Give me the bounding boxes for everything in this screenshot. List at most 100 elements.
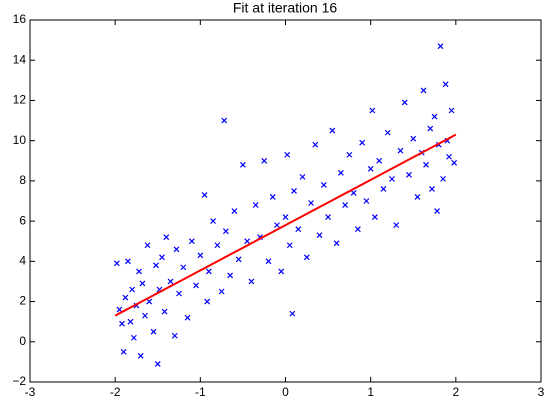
scatter-point: [122, 294, 129, 301]
scatter-point: [369, 107, 376, 114]
scatter-point: [129, 286, 136, 293]
scatter-point: [120, 348, 127, 355]
scatter-point: [363, 198, 370, 204]
scatter-point: [261, 157, 268, 164]
scatter-point: [139, 280, 146, 287]
scatter-point: [384, 129, 391, 136]
scatter-point: [274, 222, 280, 229]
scatter-point: [244, 238, 251, 245]
scatter-point: [420, 87, 427, 94]
scatter-point: [354, 226, 361, 233]
scatter-point: [150, 328, 157, 335]
scatter-point: [446, 153, 452, 160]
scatter-point: [159, 254, 165, 261]
scatter-point: [437, 43, 444, 50]
y-tick-label: 4: [19, 254, 26, 268]
scatter-point: [127, 318, 134, 325]
scatter-point: [180, 264, 187, 271]
scatter-point: [197, 252, 204, 259]
scatter-point: [167, 278, 174, 285]
scatter-point: [210, 218, 217, 225]
scatter-point: [269, 194, 276, 200]
x-tick-label: 0: [282, 385, 289, 399]
scatter-point: [231, 208, 238, 214]
scatter-point: [248, 278, 255, 285]
scatter-point: [291, 188, 297, 194]
scatter-point: [235, 256, 242, 263]
scatter-point: [376, 157, 383, 164]
scatter-point: [350, 190, 357, 196]
x-tick-label: 1: [367, 385, 374, 399]
scatter-point: [193, 282, 199, 289]
scatter-point: [119, 320, 125, 327]
scatter-point: [337, 169, 344, 176]
scatter-point: [427, 125, 434, 132]
scatter-point: [218, 288, 225, 295]
y-tick-label: 8: [19, 173, 26, 187]
scatter-point: [380, 186, 387, 192]
y-tick-label: 10: [13, 133, 27, 147]
scatter-point: [308, 200, 314, 206]
scatter-point: [451, 159, 458, 166]
y-tick-label: −2: [12, 374, 26, 388]
scatter-point: [252, 202, 259, 208]
scatter-point: [440, 175, 446, 182]
scatter-point: [442, 81, 449, 88]
scatter-point: [142, 312, 148, 319]
x-tick-label: 2: [452, 385, 459, 399]
scatter-point: [393, 222, 400, 229]
scatter-point: [434, 208, 441, 214]
y-tick-label: 16: [13, 12, 27, 26]
scatter-point: [265, 258, 272, 265]
scatter-point: [188, 238, 195, 245]
y-tick-label: 0: [19, 334, 26, 348]
scatter-point: [346, 151, 353, 158]
scatter-point: [227, 272, 234, 279]
scatter-point: [176, 290, 182, 297]
scatter-point: [359, 139, 366, 146]
scatter-point: [299, 173, 306, 180]
scatter-point: [130, 334, 137, 341]
scatter-point: [316, 232, 323, 239]
scatter-point: [184, 314, 191, 321]
scatter-point: [161, 308, 168, 315]
scatter-point: [303, 254, 310, 261]
scatter-point: [146, 298, 153, 305]
scatter-point: [154, 360, 161, 367]
scatter-point: [153, 262, 159, 269]
scatter-point: [204, 298, 211, 305]
x-tick-label: -3: [25, 385, 36, 399]
scatter-point: [201, 192, 208, 198]
scatter-point: [333, 240, 340, 247]
scatter-point: [342, 202, 349, 208]
x-tick-label: -2: [110, 385, 121, 399]
scatter-point: [389, 175, 395, 182]
scatter-point: [163, 234, 170, 241]
scatter-point: [171, 332, 178, 339]
scatter-point: [320, 181, 327, 188]
scatter-point: [431, 113, 438, 120]
scatter-point: [278, 268, 285, 275]
scatter-point: [113, 260, 120, 267]
y-tick-label: 2: [19, 294, 26, 308]
scatter-point: [295, 226, 302, 233]
scatter-point: [397, 147, 404, 154]
scatter-point: [401, 99, 408, 106]
scatter-point: [282, 214, 289, 221]
scatter-point: [137, 352, 144, 359]
x-tick-label: 3: [538, 385, 545, 399]
scatter-point: [221, 117, 228, 124]
chart-title: Fit at iteration 16: [233, 0, 337, 16]
scatter-point: [214, 242, 221, 249]
scatter-point: [289, 310, 296, 317]
scatter-point: [173, 246, 180, 253]
scatter-point: [414, 194, 421, 200]
y-tick-label: 14: [13, 52, 27, 66]
scatter-point: [222, 228, 229, 235]
scatter-point: [448, 107, 455, 114]
fit-line: [114, 133, 457, 317]
scatter-point: [325, 214, 332, 221]
scatter-point: [312, 141, 319, 148]
y-tick-label: 12: [13, 93, 27, 107]
y-tick-label: 6: [19, 213, 26, 227]
